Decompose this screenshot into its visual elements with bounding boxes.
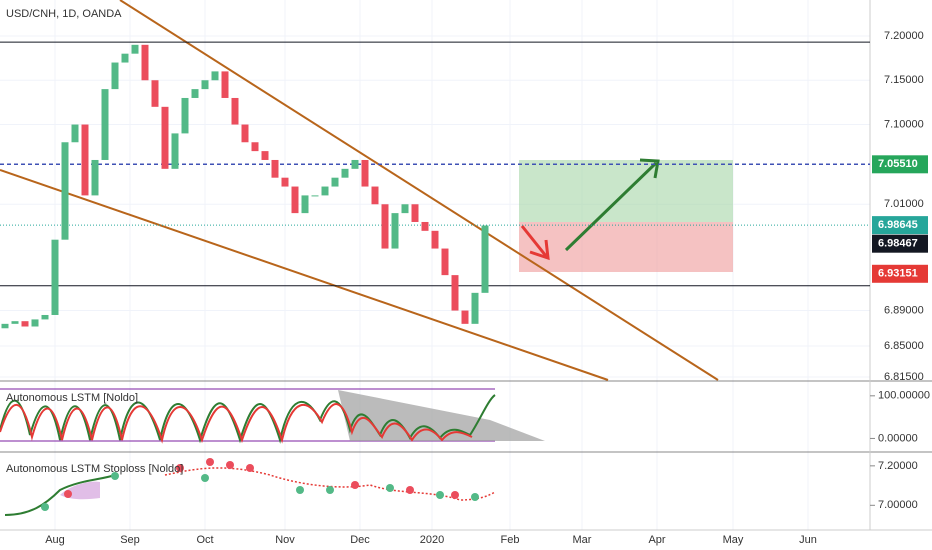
candle-body (471, 292, 479, 324)
candle-body (281, 177, 289, 187)
symbol-title: USD/CNH, 1D, OANDA (6, 8, 122, 20)
x-tick-label: Aug (45, 534, 65, 546)
price-label-box (872, 216, 928, 235)
x-tick-label: Nov (275, 534, 295, 546)
candle-body (271, 159, 279, 178)
candle-body (451, 275, 459, 311)
candle-body (41, 314, 49, 320)
y-tick-label: 7.20000 (884, 30, 924, 42)
candle-body (361, 159, 369, 187)
x-tick-label: 2020 (420, 534, 444, 546)
candle-body (131, 44, 139, 54)
y-tick-label: 6.81500 (884, 371, 924, 383)
candle-body (351, 159, 359, 169)
lstm-indicator (0, 388, 545, 444)
candle-body (121, 53, 129, 63)
candle-body (341, 168, 349, 178)
candle-body (191, 89, 199, 98)
candle-body (441, 248, 449, 276)
price-label: 7.05510 (878, 158, 918, 170)
candle-body (231, 97, 239, 125)
candle-body (61, 142, 69, 240)
x-tick-label: Feb (501, 534, 520, 546)
x-tick-label: Dec (350, 534, 370, 546)
candle-body (151, 80, 159, 107)
candle-body (331, 177, 339, 187)
candle-body (371, 186, 379, 205)
candle-body (181, 97, 189, 134)
y-tick-label: 7.15000 (884, 74, 924, 86)
candle-body (161, 106, 169, 169)
y-tick-label: 7.00000 (878, 499, 918, 511)
trendline (0, 169, 609, 381)
y-tick-label: 0.00000 (878, 432, 918, 444)
price-label: 6.93151 (878, 268, 918, 280)
x-tick-label: Apr (648, 534, 665, 546)
candle-body (71, 124, 79, 143)
candle-body (51, 239, 59, 315)
y-tick-label: 100.00000 (878, 390, 930, 402)
candle-body (141, 44, 149, 81)
x-tick-label: Sep (120, 534, 140, 546)
y-tick-label: 6.89000 (884, 304, 924, 316)
candle-body (251, 142, 259, 152)
price-label-box (872, 155, 928, 174)
candle-body (411, 204, 419, 222)
candle-body (301, 195, 309, 214)
candle-body (241, 124, 249, 143)
y-tick-label: 7.10000 (884, 118, 924, 130)
x-tick-label: Oct (196, 534, 213, 546)
candle-body (481, 225, 489, 293)
candle-body (261, 151, 269, 160)
loss-zone (519, 222, 733, 272)
x-tick-label: Jun (799, 534, 817, 546)
candle-body (461, 310, 469, 324)
trendline (119, 0, 719, 381)
candle-body (421, 221, 429, 231)
candle-body (91, 159, 99, 196)
price-label-box (872, 234, 928, 253)
x-tick-label: May (723, 534, 744, 546)
price-label-box (872, 264, 928, 283)
y-tick-label: 7.20000 (878, 460, 918, 472)
price-label: 6.98467 (878, 238, 918, 250)
candle-body (11, 321, 19, 324)
price-label: 6.98645 (878, 219, 918, 231)
candle-body (21, 321, 29, 327)
candle-body (221, 71, 229, 98)
panel-borders (0, 0, 932, 531)
candle-body (291, 186, 299, 214)
stoploss-indicator (4, 458, 496, 516)
candle-body (401, 204, 409, 214)
candle-body (31, 319, 39, 327)
y-tick-label: 6.85000 (884, 340, 924, 352)
candle-body (111, 62, 119, 90)
indicator-title: Autonomous LSTM [Noldo] (6, 392, 138, 404)
x-tick-label: Mar (573, 534, 592, 546)
candle-body (171, 133, 179, 169)
candle-body (81, 124, 89, 196)
candle-body (431, 230, 439, 249)
candle-body (391, 213, 399, 249)
candle-body (101, 89, 109, 160)
candle-body (211, 71, 219, 81)
candle-body (1, 323, 9, 329)
arrows (520, 158, 660, 261)
candle-body (311, 195, 319, 197)
indicator-title: Autonomous LSTM Stoploss [Noldo] (6, 463, 183, 475)
candle-body (201, 80, 209, 90)
y-tick-label: 7.01000 (884, 198, 924, 210)
candle-body (321, 186, 329, 196)
candle-body (381, 204, 389, 249)
